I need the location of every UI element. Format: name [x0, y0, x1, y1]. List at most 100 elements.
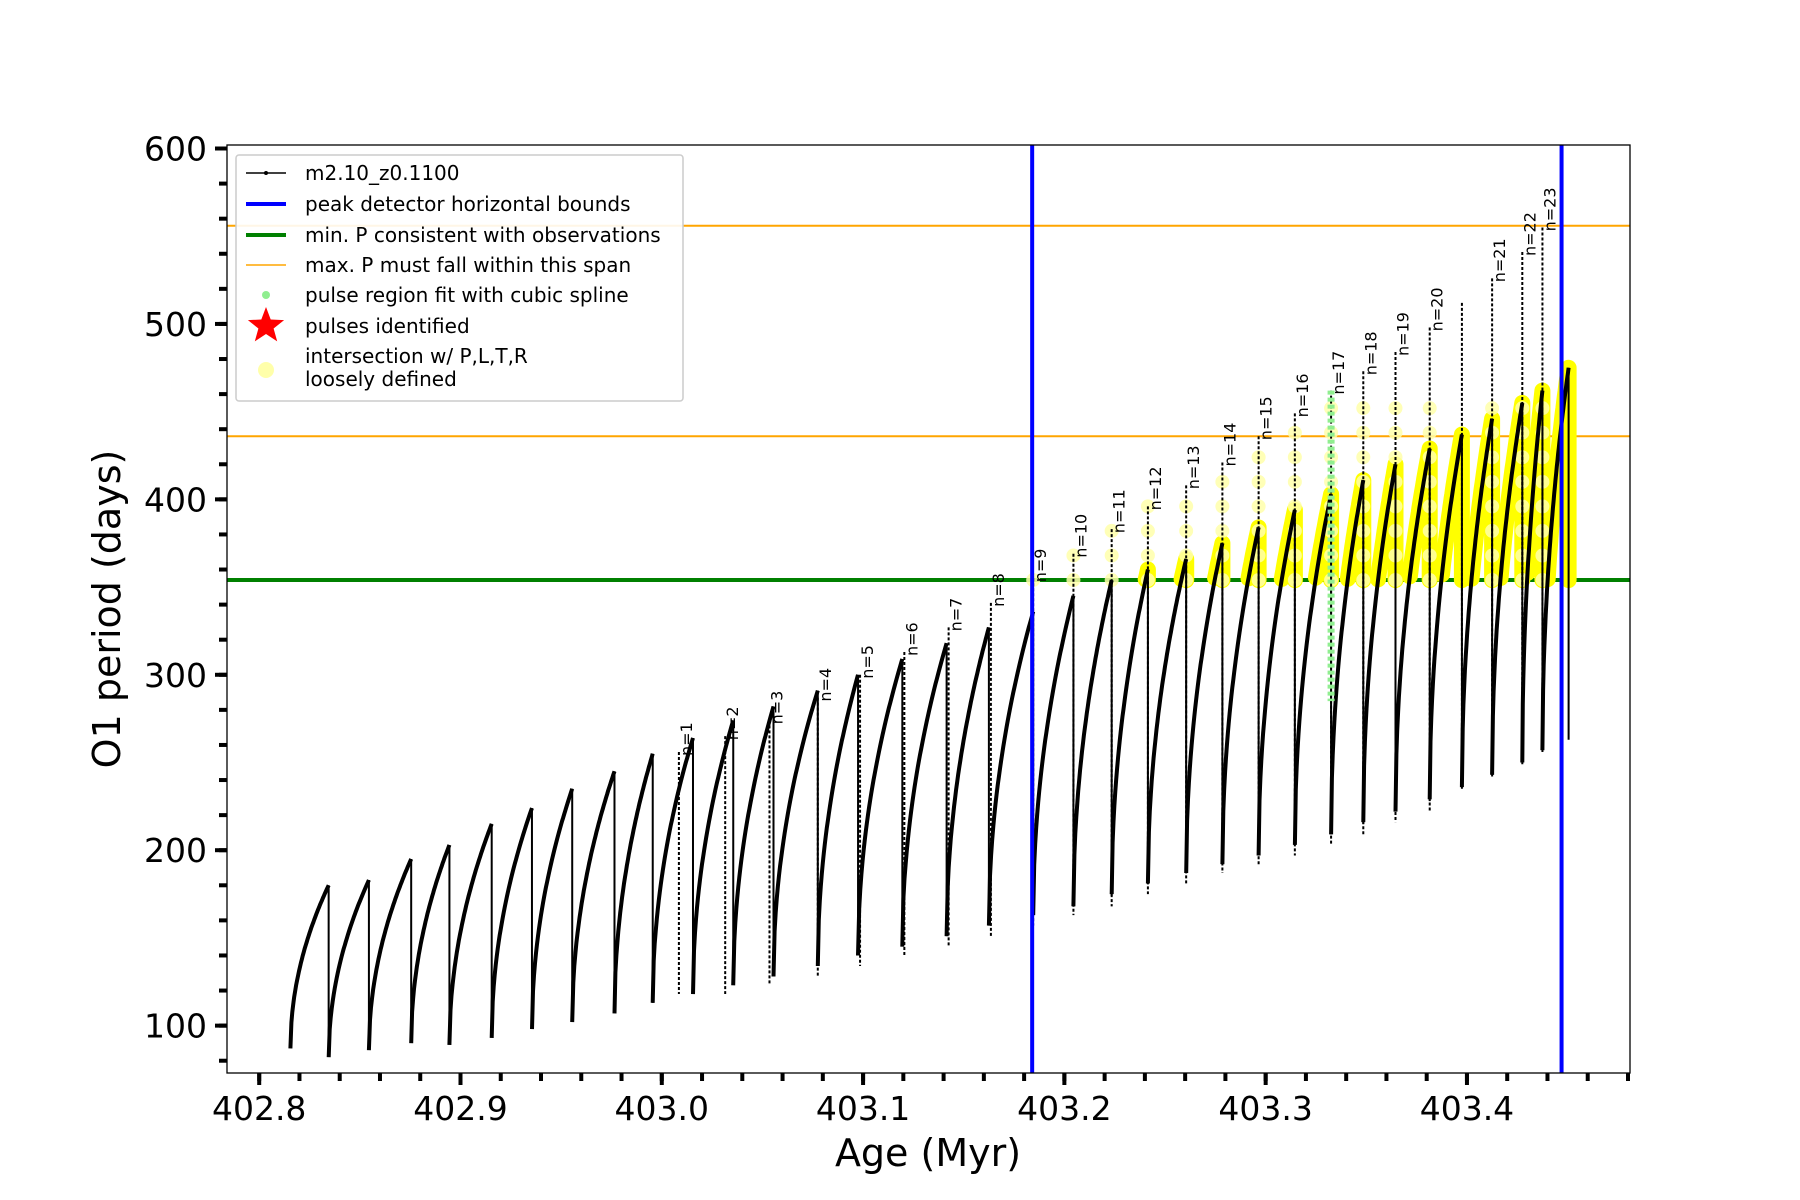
peak-label-5: n=6	[902, 622, 921, 656]
legend-label-6: intersection w/ P,L,T,R	[305, 344, 528, 368]
peak-label-8: n=9	[1031, 549, 1050, 583]
x-tick-label: 403.3	[1218, 1089, 1312, 1128]
y-tick-label: 100	[144, 1007, 207, 1046]
series-pulse-21	[1145, 558, 1189, 884]
x-tick-label: 403.1	[816, 1089, 910, 1128]
peak-label-4: n=5	[858, 645, 877, 679]
peak-label-18: n=19	[1394, 312, 1413, 356]
series-pulse-27	[1361, 463, 1398, 823]
series-pulse-18	[1031, 595, 1076, 916]
x-tick-label: 402.9	[413, 1089, 507, 1128]
series-layer	[288, 227, 1571, 1058]
peak-label-9: n=10	[1071, 514, 1090, 558]
series-pulse-3	[409, 844, 452, 1044]
series-pulse-32	[1520, 390, 1545, 763]
series-pulse-4	[447, 823, 494, 1045]
peak-label-10: n=11	[1110, 489, 1129, 533]
legend-swatch-dot	[262, 291, 270, 299]
legend-label-5: pulses identified	[305, 314, 470, 338]
intersection-circle	[1287, 474, 1302, 489]
series-pulse-8	[612, 753, 655, 1014]
series-pulse-13	[815, 674, 860, 967]
peak-label-6: n=7	[947, 598, 966, 632]
peak-label-7: n=8	[989, 573, 1008, 607]
series-pulse-5	[489, 807, 534, 1038]
peak-label-3: n=4	[816, 668, 835, 702]
peak-label-20: n=21	[1490, 238, 1509, 282]
series-pulse-25	[1292, 493, 1334, 845]
intersection-circle	[1140, 548, 1155, 563]
legend-label-3: max. P must fall within this span	[305, 253, 631, 277]
legend-label-1: peak detector horizontal bounds	[305, 192, 631, 216]
series-pulse-29	[1427, 434, 1464, 800]
series-pulse-6	[530, 788, 575, 1030]
vertical-bounds-layer	[1030, 145, 1564, 1073]
intersection-circle	[1287, 450, 1302, 465]
y-tick-label: 600	[144, 130, 207, 169]
x-tick-label: 403.4	[1420, 1089, 1514, 1128]
series-pulse-1	[326, 879, 371, 1058]
series-pulse-24	[1256, 509, 1297, 856]
series-pulse-11	[731, 705, 776, 986]
legend-label-6-line2: loosely defined	[305, 367, 457, 391]
series-pulse-15	[900, 642, 949, 947]
peak-label-13: n=14	[1220, 423, 1239, 467]
x-tick-label: 402.8	[212, 1089, 306, 1128]
intersection-circle	[1287, 425, 1302, 440]
series-pulse-16	[944, 626, 991, 937]
intersection-circle	[1140, 523, 1155, 538]
series-pulse-14	[856, 658, 905, 956]
peak-label-16: n=17	[1329, 351, 1348, 395]
x-axis-label: Age (Myr)	[835, 1131, 1021, 1175]
legend-swatch-dot	[264, 171, 268, 175]
series-pulse-17	[986, 611, 1036, 926]
intersection-circle	[1485, 401, 1500, 416]
legend-box	[235, 154, 684, 402]
series-pulse-2	[366, 858, 414, 1051]
series-pulse-28	[1393, 448, 1432, 812]
peak-labels-layer: n=1 n=2 n=3 n=4 n=5 n=6 n=7 n=8 n=9 n=10 n=11 n=12 n…	[677, 187, 1560, 756]
series-pulse-26	[1329, 479, 1366, 835]
y-tick-label: 400	[144, 480, 207, 519]
peak-label-14: n=15	[1257, 396, 1276, 440]
series-pulse-31	[1490, 402, 1525, 775]
series-pulse-0	[288, 884, 331, 1049]
series-pulse-7	[570, 770, 617, 1023]
peak-label-12: n=13	[1184, 445, 1203, 489]
legend-label-4: pulse region fit with cubic spline	[305, 283, 629, 307]
series-pulse-19	[1071, 579, 1114, 907]
series-pulse-12	[771, 690, 820, 977]
series-pulse-20	[1109, 569, 1150, 895]
series-pulse-30	[1459, 418, 1495, 788]
peak-label-22: n=23	[1540, 187, 1559, 231]
peak-label-0: n=1	[677, 722, 696, 756]
series-pulse-33	[1540, 367, 1571, 751]
x-tick-label: 403.0	[615, 1089, 709, 1128]
peak-label-11: n=12	[1146, 466, 1165, 510]
peak-label-2: n=3	[768, 691, 787, 725]
plot-frame	[226, 144, 1631, 1074]
y-axis-label: O1 period (days)	[85, 450, 129, 769]
y-tick-label: 200	[144, 831, 207, 870]
axes-layer: 402.8 402.9 403.0 403.1 403.2 403.3 403.4 100 20…	[144, 130, 1630, 1128]
x-tick-label: 403.2	[1017, 1089, 1111, 1128]
legend-swatch-star	[247, 307, 285, 342]
legend-label-0: m2.10_z0.1100	[305, 161, 460, 185]
y-tick-label: 300	[144, 656, 207, 695]
series-pulse-22	[1184, 542, 1225, 874]
peak-label-1: n=2	[723, 706, 742, 740]
series-pulse-23	[1220, 526, 1261, 865]
intersection-circle	[1215, 499, 1230, 514]
peak-label-17: n=18	[1361, 331, 1380, 375]
intersection-circle	[1215, 523, 1230, 538]
peak-label-19: n=20	[1428, 287, 1447, 331]
legend-label-2: min. P consistent with observations	[305, 223, 661, 247]
series-pulse-9	[650, 737, 695, 1003]
peak-label-15: n=16	[1293, 373, 1312, 417]
peak-label-21: n=22	[1520, 212, 1539, 256]
series-pulse-10	[691, 719, 736, 995]
intersection-circle	[1215, 474, 1230, 489]
legend-swatch-circle	[258, 362, 274, 378]
